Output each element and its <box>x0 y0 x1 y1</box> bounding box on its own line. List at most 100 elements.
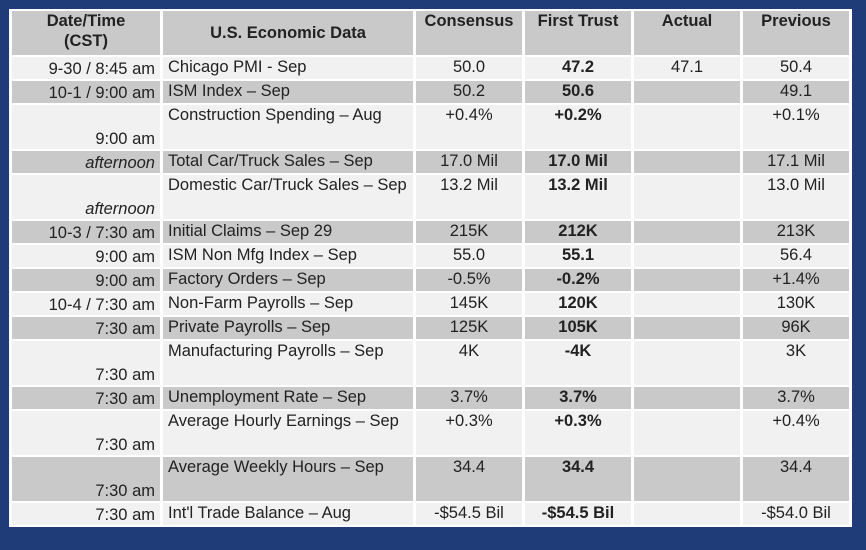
row-actual <box>634 317 740 339</box>
table-row: 9:00 am Factory Orders – Sep -0.5% -0.2%… <box>12 269 849 291</box>
row-time: 10-1 / 9:00 am <box>12 81 160 103</box>
row-consensus: 3.7% <box>416 387 522 409</box>
header-consensus: Consensus <box>416 11 522 55</box>
table-row: afternoon Total Car/Truck Sales – Sep 17… <box>12 151 849 173</box>
row-indicator: Construction Spending – Aug <box>163 105 413 149</box>
row-first-trust: 34.4 <box>525 457 631 501</box>
row-first-trust: 13.2 Mil <box>525 175 631 219</box>
row-actual <box>634 105 740 149</box>
row-consensus: -$54.5 Bil <box>416 503 522 525</box>
row-indicator: Chicago PMI - Sep <box>163 57 413 79</box>
row-previous: +0.4% <box>743 411 849 455</box>
row-indicator: ISM Non Mfg Index – Sep <box>163 245 413 267</box>
row-indicator: Domestic Car/Truck Sales – Sep <box>163 175 413 219</box>
row-previous: 56.4 <box>743 245 849 267</box>
row-consensus: 13.2 Mil <box>416 175 522 219</box>
row-consensus: 34.4 <box>416 457 522 501</box>
row-actual <box>634 411 740 455</box>
row-time: 7:30 am <box>12 457 160 501</box>
row-previous: 17.1 Mil <box>743 151 849 173</box>
row-indicator: Private Payrolls – Sep <box>163 317 413 339</box>
row-previous: 130K <box>743 293 849 315</box>
row-first-trust: -4K <box>525 341 631 385</box>
row-indicator: Unemployment Rate – Sep <box>163 387 413 409</box>
row-previous: 34.4 <box>743 457 849 501</box>
row-time: 7:30 am <box>12 503 160 525</box>
row-actual <box>634 293 740 315</box>
header-datetime: Date/Time (CST) <box>12 11 160 55</box>
row-previous: 3K <box>743 341 849 385</box>
row-indicator: Initial Claims – Sep 29 <box>163 221 413 243</box>
table-row: afternoon Domestic Car/Truck Sales – Sep… <box>12 175 849 219</box>
row-previous: 213K <box>743 221 849 243</box>
table-row: 7:30 am Manufacturing Payrolls – Sep 4K … <box>12 341 849 385</box>
header-first-trust: First Trust <box>525 11 631 55</box>
row-first-trust: 17.0 Mil <box>525 151 631 173</box>
row-actual <box>634 269 740 291</box>
row-first-trust: 47.2 <box>525 57 631 79</box>
table-row: 9:00 am Construction Spending – Aug +0.4… <box>12 105 849 149</box>
row-first-trust: +0.2% <box>525 105 631 149</box>
row-consensus: 4K <box>416 341 522 385</box>
table-body: 9-30 / 8:45 am Chicago PMI - Sep 50.0 47… <box>12 57 849 525</box>
row-actual <box>634 503 740 525</box>
row-indicator: Factory Orders – Sep <box>163 269 413 291</box>
row-actual <box>634 341 740 385</box>
row-indicator: Total Car/Truck Sales – Sep <box>163 151 413 173</box>
row-actual <box>634 245 740 267</box>
header-actual: Actual <box>634 11 740 55</box>
row-first-trust: 120K <box>525 293 631 315</box>
table-row: 10-4 / 7:30 am Non-Farm Payrolls – Sep 1… <box>12 293 849 315</box>
row-time: afternoon <box>12 151 160 173</box>
row-actual <box>634 221 740 243</box>
row-time: 7:30 am <box>12 341 160 385</box>
row-time: afternoon <box>12 175 160 219</box>
row-previous: 96K <box>743 317 849 339</box>
row-first-trust: -0.2% <box>525 269 631 291</box>
row-time: 10-4 / 7:30 am <box>12 293 160 315</box>
table-row: 10-3 / 7:30 am Initial Claims – Sep 29 2… <box>12 221 849 243</box>
table-row: 7:30 am Private Payrolls – Sep 125K 105K… <box>12 317 849 339</box>
row-previous: 49.1 <box>743 81 849 103</box>
row-indicator: Average Weekly Hours – Sep <box>163 457 413 501</box>
row-first-trust: 55.1 <box>525 245 631 267</box>
row-consensus: 125K <box>416 317 522 339</box>
table-row: 7:30 am Average Weekly Hours – Sep 34.4 … <box>12 457 849 501</box>
row-time: 10-3 / 7:30 am <box>12 221 160 243</box>
row-first-trust: 105K <box>525 317 631 339</box>
table-row: 7:30 am Unemployment Rate – Sep 3.7% 3.7… <box>12 387 849 409</box>
row-consensus: -0.5% <box>416 269 522 291</box>
row-previous: 50.4 <box>743 57 849 79</box>
table-row: 9-30 / 8:45 am Chicago PMI - Sep 50.0 47… <box>12 57 849 79</box>
row-previous: 13.0 Mil <box>743 175 849 219</box>
row-consensus: 50.2 <box>416 81 522 103</box>
row-actual <box>634 151 740 173</box>
row-time: 9:00 am <box>12 269 160 291</box>
header-economic-data: U.S. Economic Data <box>163 11 413 55</box>
row-first-trust: 212K <box>525 221 631 243</box>
row-consensus: 145K <box>416 293 522 315</box>
row-first-trust: 3.7% <box>525 387 631 409</box>
row-indicator: Manufacturing Payrolls – Sep <box>163 341 413 385</box>
row-time: 7:30 am <box>12 317 160 339</box>
row-consensus: +0.4% <box>416 105 522 149</box>
row-indicator: Average Hourly Earnings – Sep <box>163 411 413 455</box>
row-actual <box>634 387 740 409</box>
row-actual: 47.1 <box>634 57 740 79</box>
row-indicator: Non-Farm Payrolls – Sep <box>163 293 413 315</box>
row-time: 9:00 am <box>12 105 160 149</box>
row-time: 7:30 am <box>12 387 160 409</box>
row-actual <box>634 81 740 103</box>
row-first-trust: -$54.5 Bil <box>525 503 631 525</box>
economic-data-table: Date/Time (CST) U.S. Economic Data Conse… <box>9 9 852 527</box>
table-row: 9:00 am ISM Non Mfg Index – Sep 55.0 55.… <box>12 245 849 267</box>
row-consensus: 55.0 <box>416 245 522 267</box>
table-row: 7:30 am Int'l Trade Balance – Aug -$54.5… <box>12 503 849 525</box>
row-consensus: 50.0 <box>416 57 522 79</box>
table-row: 7:30 am Average Hourly Earnings – Sep +0… <box>12 411 849 455</box>
row-consensus: +0.3% <box>416 411 522 455</box>
row-previous: +1.4% <box>743 269 849 291</box>
row-time: 7:30 am <box>12 411 160 455</box>
row-time: 9:00 am <box>12 245 160 267</box>
